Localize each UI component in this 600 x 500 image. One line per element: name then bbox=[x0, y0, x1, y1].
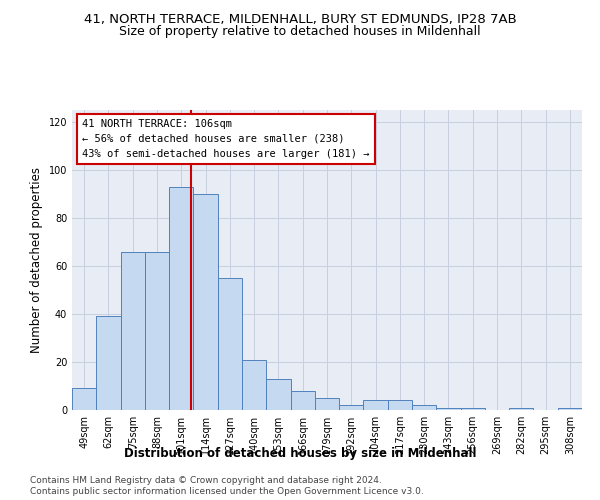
Bar bbox=[266, 379, 290, 410]
Y-axis label: Number of detached properties: Number of detached properties bbox=[30, 167, 43, 353]
Bar bbox=[218, 278, 242, 410]
Text: Contains HM Land Registry data © Crown copyright and database right 2024.: Contains HM Land Registry data © Crown c… bbox=[30, 476, 382, 485]
Bar bbox=[72, 388, 96, 410]
Text: Contains public sector information licensed under the Open Government Licence v3: Contains public sector information licen… bbox=[30, 488, 424, 496]
Bar bbox=[193, 194, 218, 410]
Text: 41, NORTH TERRACE, MILDENHALL, BURY ST EDMUNDS, IP28 7AB: 41, NORTH TERRACE, MILDENHALL, BURY ST E… bbox=[83, 12, 517, 26]
Text: 41 NORTH TERRACE: 106sqm
← 56% of detached houses are smaller (238)
43% of semi-: 41 NORTH TERRACE: 106sqm ← 56% of detach… bbox=[82, 119, 370, 158]
Bar bbox=[558, 408, 582, 410]
Bar bbox=[509, 408, 533, 410]
Bar bbox=[339, 405, 364, 410]
Bar bbox=[96, 316, 121, 410]
Bar bbox=[242, 360, 266, 410]
Bar bbox=[121, 252, 145, 410]
Bar bbox=[145, 252, 169, 410]
Text: Size of property relative to detached houses in Mildenhall: Size of property relative to detached ho… bbox=[119, 25, 481, 38]
Bar bbox=[364, 400, 388, 410]
Bar bbox=[412, 405, 436, 410]
Text: Distribution of detached houses by size in Mildenhall: Distribution of detached houses by size … bbox=[124, 448, 476, 460]
Bar bbox=[436, 408, 461, 410]
Bar bbox=[290, 391, 315, 410]
Bar bbox=[315, 398, 339, 410]
Bar bbox=[388, 400, 412, 410]
Bar bbox=[461, 408, 485, 410]
Bar bbox=[169, 187, 193, 410]
